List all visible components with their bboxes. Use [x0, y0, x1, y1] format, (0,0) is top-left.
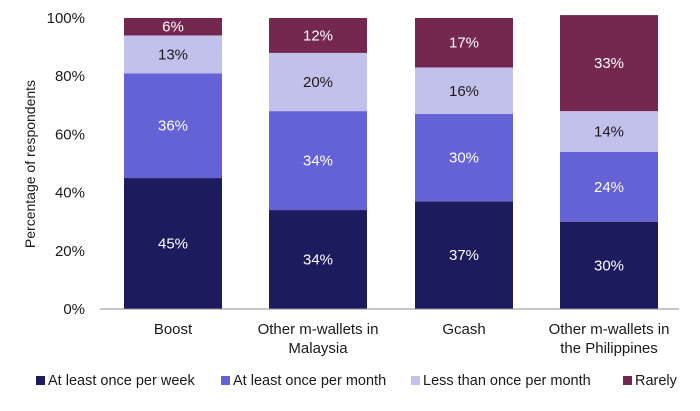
x-axis-labels: Boost Other m-wallets in Malaysia Gcash Othe… [154, 321, 670, 357]
data-label: 17% [449, 35, 479, 52]
bar-segment [124, 18, 222, 36]
legend: At least once per week At least once per … [36, 373, 678, 389]
y-tick-label: 40% [55, 185, 85, 202]
legend-swatch [221, 376, 230, 385]
x-tick-label: the Philippines [560, 340, 658, 357]
legend-label: Less than once per month [423, 373, 591, 389]
legend-item: At least once per week [36, 373, 195, 389]
legend-item: Less than once per month [411, 373, 591, 389]
bar-segment [415, 114, 513, 202]
bar-segment [560, 15, 658, 112]
data-label: 45% [158, 236, 188, 253]
y-tick-label: 60% [55, 126, 85, 143]
data-label: 33% [594, 55, 624, 72]
legend-item: At least once per month [221, 373, 386, 389]
bar-segment [269, 18, 367, 53]
bar-segment [269, 52, 367, 112]
bar-segment [124, 35, 222, 74]
data-label: 34% [303, 252, 333, 269]
data-label: 30% [449, 150, 479, 167]
y-tick-label: 0% [63, 301, 85, 318]
x-tick-label: Gcash [442, 321, 485, 338]
x-tick-label: Boost [154, 321, 193, 338]
bar-stack: 30% 24% 14% 33% [560, 15, 658, 309]
bar-segment [560, 151, 658, 222]
bar-segment [560, 221, 658, 309]
bar-segment [124, 73, 222, 179]
legend-item: Rarely [623, 373, 678, 389]
x-tick-label: Other m-wallets in [549, 321, 670, 338]
data-label: 14% [594, 123, 624, 140]
legend-swatch [36, 376, 45, 385]
bar-segment [560, 111, 658, 152]
bars-group: 45% 36% 13% 6% 34% 34% 20% 12% 37% 30% 16% 17% 30% 24… [124, 15, 658, 309]
data-label: 20% [303, 74, 333, 91]
bar-segment [124, 178, 222, 309]
bar-segment [269, 210, 367, 309]
y-axis-title-group: Percentage of respondents [22, 80, 38, 248]
bar-segment [415, 67, 513, 115]
legend-label: At least once per week [48, 373, 195, 389]
bar-stack: 37% 30% 16% 17% [415, 18, 513, 309]
data-label: 36% [158, 118, 188, 135]
data-label: 16% [449, 83, 479, 100]
y-axis-ticks: 0% 20% 40% 60% 80% 100% [47, 10, 85, 318]
data-label: 30% [594, 257, 624, 274]
bar-segment [269, 111, 367, 211]
y-tick-label: 80% [55, 68, 85, 85]
y-axis-title: Percentage of respondents [22, 80, 38, 248]
bar-segment [415, 201, 513, 309]
data-label: 13% [158, 46, 188, 63]
legend-swatch [411, 376, 420, 385]
bar-segment [415, 18, 513, 68]
data-label: 37% [449, 247, 479, 264]
legend-swatch [623, 376, 632, 385]
data-label: 34% [303, 153, 333, 170]
legend-label: Rarely [635, 373, 678, 389]
data-label: 24% [594, 179, 624, 196]
y-tick-label: 100% [47, 10, 85, 27]
bar-stack: 45% 36% 13% 6% [124, 18, 222, 309]
data-label: 6% [162, 19, 184, 36]
data-label: 12% [303, 27, 333, 44]
legend-label: At least once per month [233, 373, 386, 389]
x-tick-label: Malaysia [288, 340, 348, 357]
x-tick-label: Other m-wallets in [258, 321, 379, 338]
y-tick-label: 20% [55, 243, 85, 260]
bar-stack: 34% 34% 20% 12% [269, 18, 367, 309]
